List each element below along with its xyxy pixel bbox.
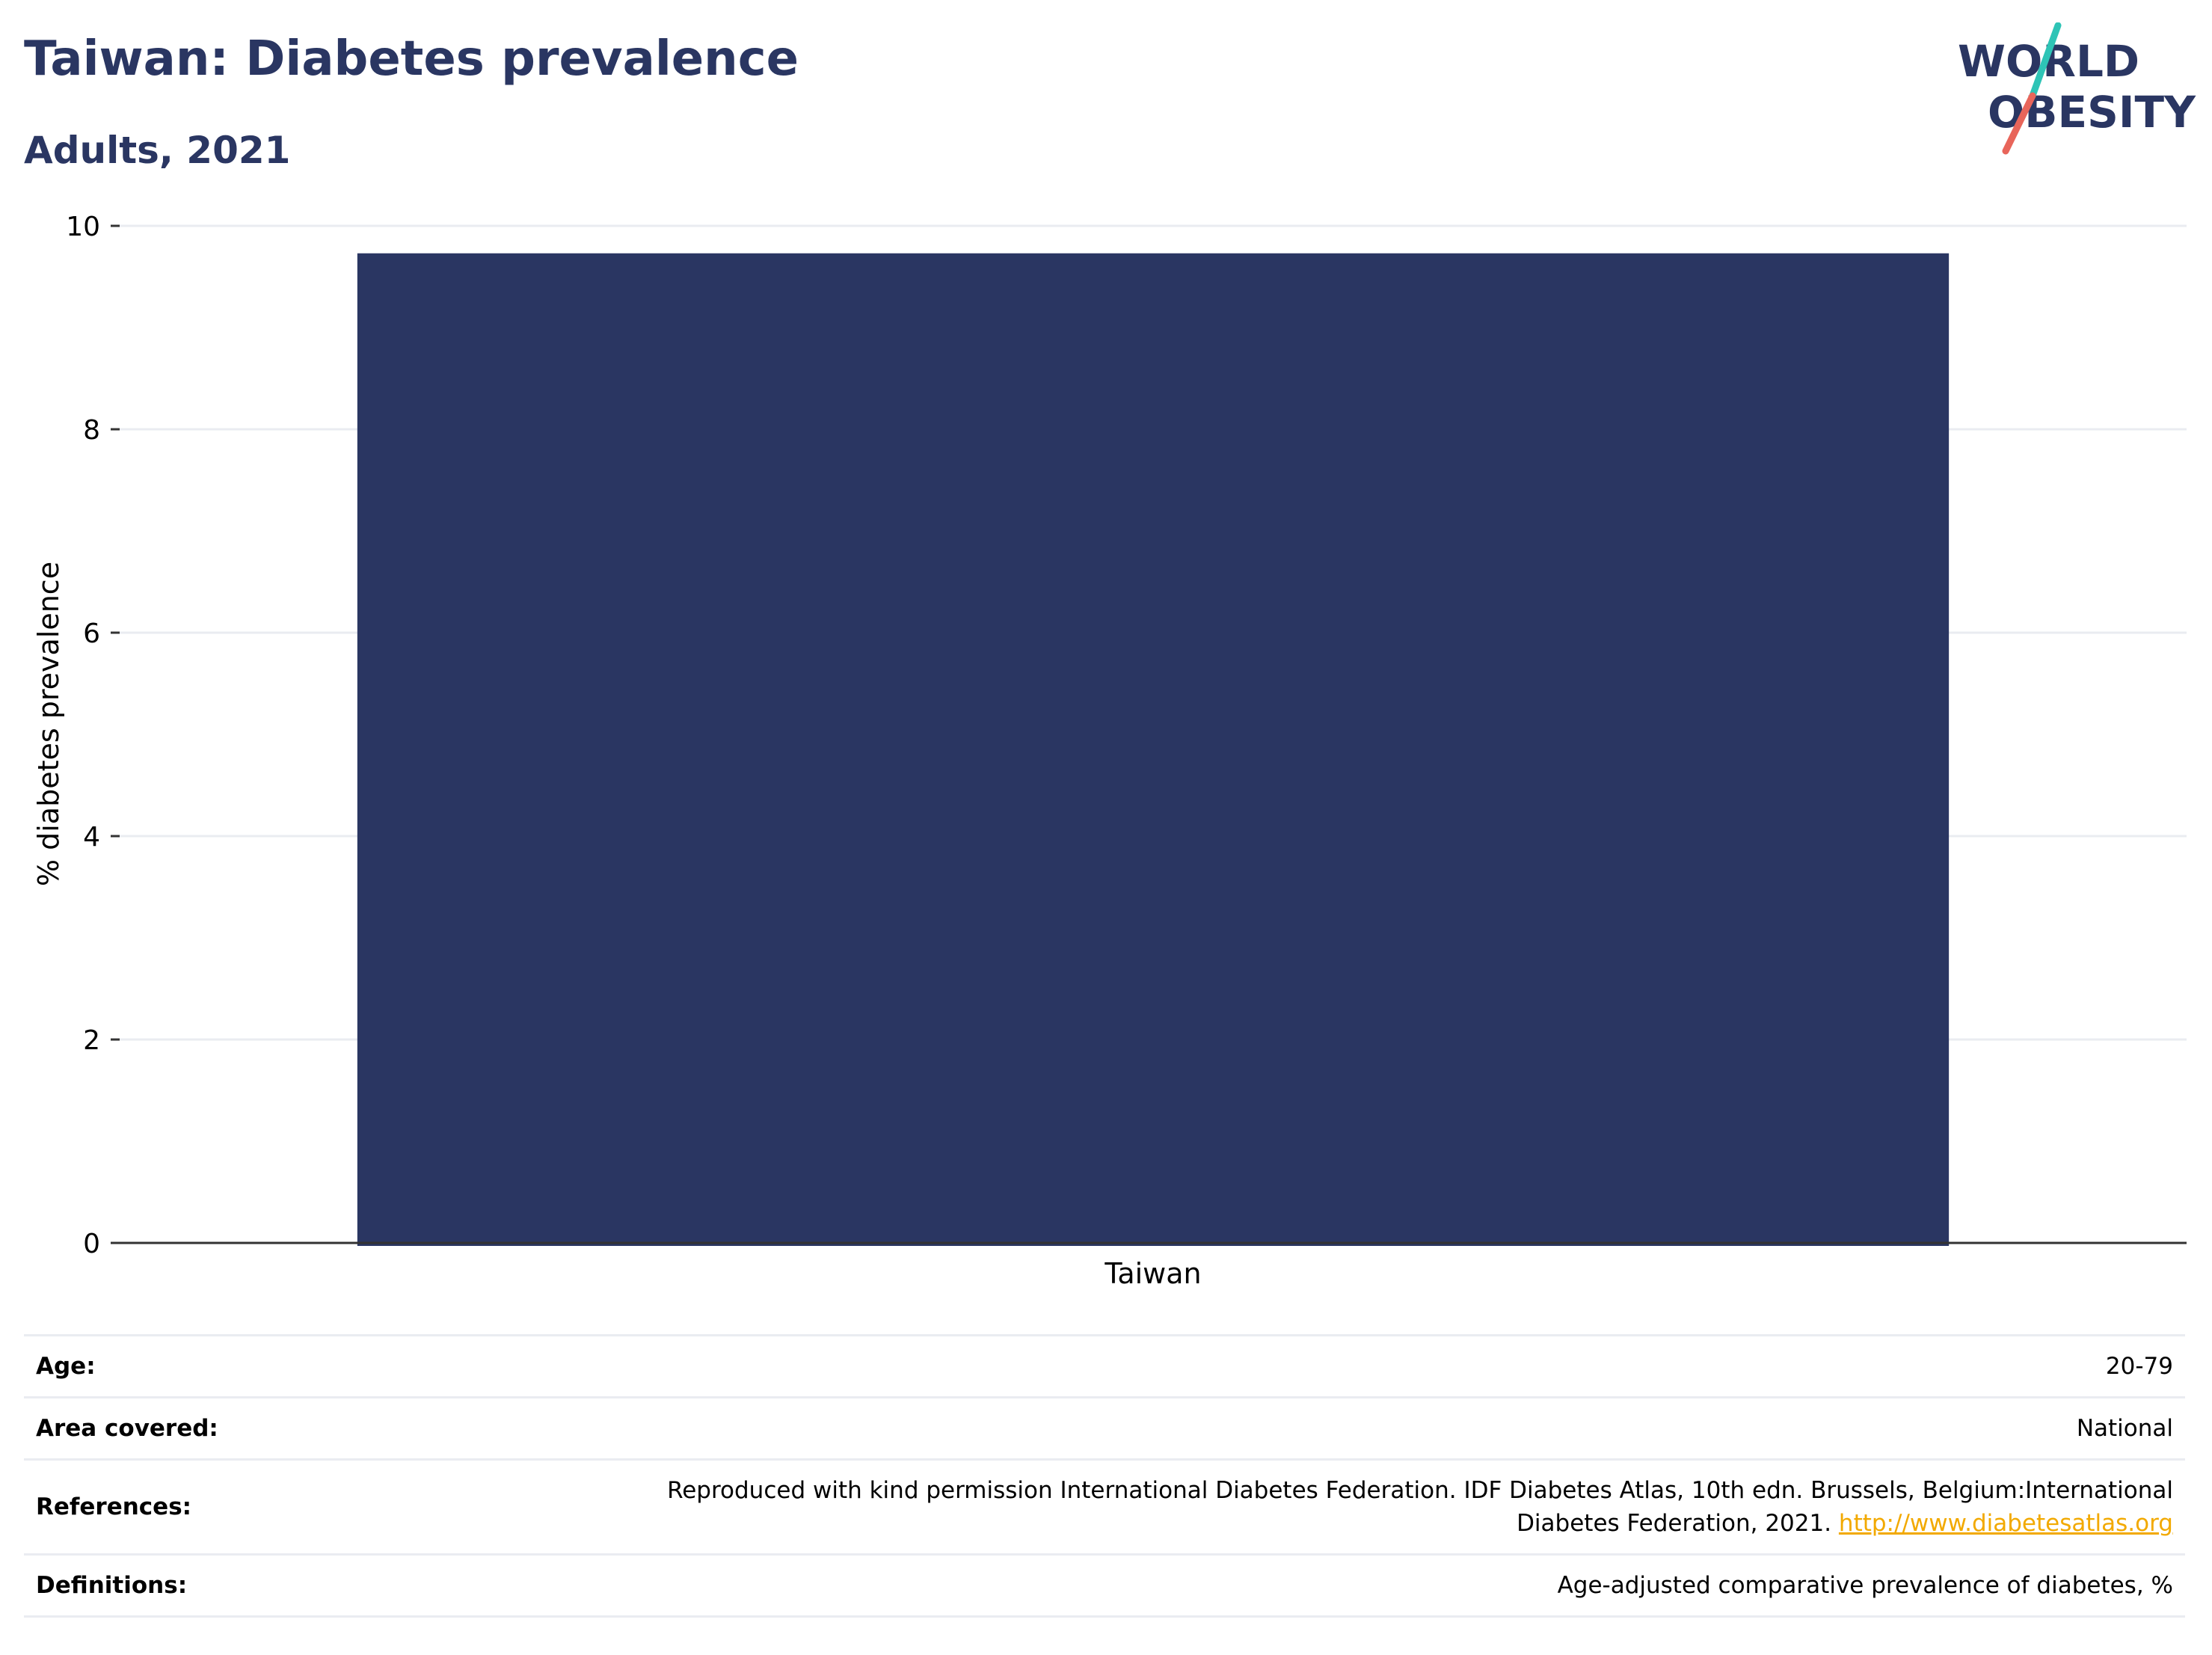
info-table: Age: 20-79 Area covered: National Refere… [24, 1334, 2185, 1618]
bars [357, 253, 1950, 1247]
references-text-line2: Diabetes Federation, 2021. [1517, 1510, 1839, 1537]
y-tick-label: 2 [83, 1025, 100, 1056]
age-value: 20-79 [2105, 1353, 2173, 1380]
definitions-label: Definitions: [36, 1572, 188, 1599]
page-title: Taiwan: Diabetes prevalence [24, 31, 799, 87]
bar-chart: 0 2 4 6 8 10 Taiwan % diabetes prevalence [32, 212, 2187, 1290]
logo-slash-coral [2002, 92, 2036, 155]
y-tick-label: 10 [66, 212, 100, 242]
info-row-area: Area covered: National [24, 1397, 2185, 1460]
references-value: Reproduced with kind permission Internat… [497, 1460, 2185, 1555]
references-text-line1: Reproduced with kind permission Internat… [667, 1477, 2173, 1504]
references-label: References: [36, 1493, 192, 1520]
bar-taiwan [357, 253, 1950, 1247]
info-row-references: References: Reproduced with kind permiss… [24, 1459, 2185, 1555]
y-tick-label: 8 [83, 415, 100, 446]
y-tick-label: 6 [83, 618, 100, 649]
area-label: Area covered: [36, 1415, 218, 1442]
world-obesity-logo: WORLD OBESITY [1958, 22, 2196, 155]
info-row-age: Age: 20-79 [24, 1335, 2185, 1398]
logo-slash-teal [2029, 22, 2062, 99]
x-tick-label: Taiwan [1104, 1257, 1201, 1290]
references-link[interactable]: http://www.diabetesatlas.org [1838, 1510, 2173, 1537]
area-value: National [2076, 1415, 2173, 1442]
y-tick-label: 0 [83, 1229, 100, 1259]
y-tick-label: 4 [83, 822, 100, 853]
definitions-value: Age-adjusted comparative prevalence of d… [1557, 1572, 2173, 1599]
age-label: Age: [36, 1353, 96, 1380]
y-axis-label: % diabetes prevalence [32, 562, 65, 886]
axes: 0 2 4 6 8 10 Taiwan [66, 212, 2187, 1290]
info-row-definitions: Definitions: Age-adjusted comparative pr… [24, 1554, 2185, 1617]
page-subtitle: Adults, 2021 [24, 129, 291, 172]
